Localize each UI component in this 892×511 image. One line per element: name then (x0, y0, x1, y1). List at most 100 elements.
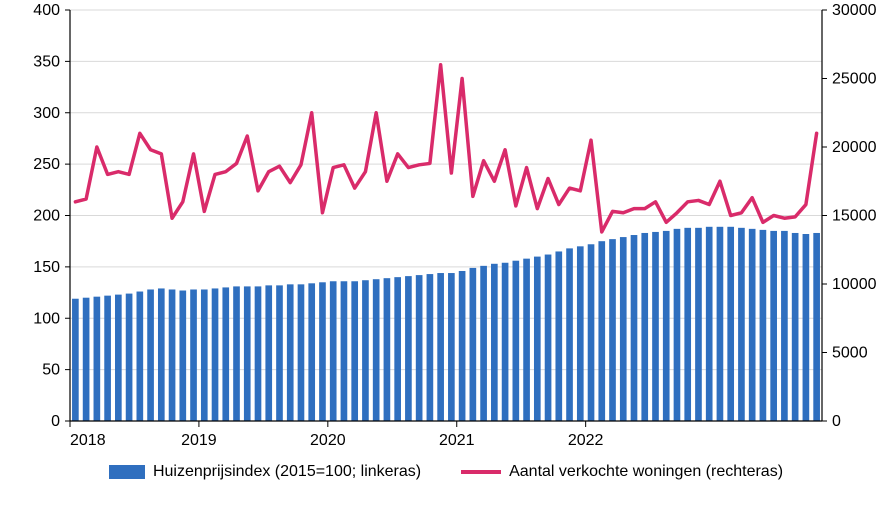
bar (244, 286, 251, 421)
left-axis-label: 100 (33, 310, 60, 327)
legend-item-bar: Huizenprijsindex (2015=100; linkeras) (109, 463, 421, 481)
bar (588, 244, 595, 421)
bar (727, 227, 734, 421)
bar (770, 231, 777, 421)
bar (717, 227, 724, 421)
bar (781, 231, 788, 421)
right-axis-label: 10000 (832, 276, 877, 293)
bar (384, 278, 391, 421)
bar (115, 295, 122, 421)
bar (534, 257, 541, 421)
bar (513, 261, 520, 421)
legend: Huizenprijsindex (2015=100; linkeras) Aa… (0, 463, 892, 481)
bar (373, 279, 380, 421)
bar (405, 276, 412, 421)
legend-line-label: Aantal verkochte woningen (rechteras) (509, 463, 783, 481)
bar (555, 251, 562, 421)
bar (749, 229, 756, 421)
bar (276, 285, 283, 421)
left-axis-label: 250 (33, 156, 60, 173)
bar (362, 280, 369, 421)
bar (255, 286, 262, 421)
bar (437, 273, 444, 421)
right-axis-label: 30000 (832, 2, 877, 19)
bar (308, 283, 315, 421)
x-axis-label: 2020 (310, 432, 346, 449)
bar (394, 277, 401, 421)
bar (695, 228, 702, 421)
left-axis-label: 300 (33, 105, 60, 122)
bar (265, 285, 272, 421)
left-axis-label: 0 (51, 413, 60, 430)
bar (287, 284, 294, 421)
right-axis-label: 5000 (832, 345, 868, 362)
bar (126, 294, 133, 421)
bar (566, 248, 573, 421)
right-axis-label: 15000 (832, 208, 877, 225)
bar (792, 233, 799, 421)
right-axis-label: 25000 (832, 71, 877, 88)
x-axis-label: 2022 (568, 432, 604, 449)
bar (416, 275, 423, 421)
bar (351, 281, 358, 421)
bar (480, 266, 487, 421)
bar (137, 292, 144, 421)
bar (158, 288, 165, 421)
bar (760, 230, 767, 421)
bar (620, 237, 627, 421)
left-axis-label: 50 (42, 362, 60, 379)
bar (190, 289, 197, 421)
bar (470, 268, 477, 421)
legend-item-line: Aantal verkochte woningen (rechteras) (461, 463, 783, 481)
bar (147, 289, 154, 421)
bar (233, 286, 240, 421)
left-axis-label: 200 (33, 208, 60, 225)
bar (83, 298, 90, 421)
bar (169, 289, 176, 421)
bar (341, 281, 348, 421)
bar (212, 288, 219, 421)
bar (652, 232, 659, 421)
bar (319, 282, 326, 421)
bar (545, 255, 552, 421)
legend-bar-label: Huizenprijsindex (2015=100; linkeras) (153, 463, 421, 481)
bar (459, 271, 466, 421)
bar (577, 246, 584, 421)
left-axis-label: 400 (33, 2, 60, 19)
x-axis-label: 2018 (70, 432, 106, 449)
legend-bar-swatch (109, 465, 145, 479)
bar (201, 289, 208, 421)
right-axis-label: 20000 (832, 139, 877, 156)
bar (330, 281, 337, 421)
left-axis-label: 350 (33, 53, 60, 70)
bar (609, 239, 616, 421)
bar (803, 234, 810, 421)
chart-container: 0 50 100 150 200 250 300 350 400 0 5000 10000 15000 2… (0, 0, 892, 511)
bar (502, 263, 509, 421)
bar (813, 233, 820, 421)
bar (706, 227, 713, 421)
bar (738, 228, 745, 421)
bar (674, 229, 681, 421)
bar (491, 264, 498, 421)
x-axis-label: 2021 (439, 432, 475, 449)
bar (663, 231, 670, 421)
bar (94, 297, 101, 421)
bar (298, 284, 305, 421)
bar (72, 299, 79, 421)
legend-line-swatch (461, 470, 501, 474)
bar (448, 273, 455, 421)
bar (631, 235, 638, 421)
bar (523, 259, 530, 421)
left-axis-label: 150 (33, 259, 60, 276)
chart-svg: 0 50 100 150 200 250 300 350 400 0 5000 10000 15000 2… (0, 0, 892, 511)
right-axis-label: 0 (832, 413, 841, 430)
bar (222, 287, 229, 421)
bar (104, 296, 111, 421)
bar (641, 233, 648, 421)
bar (179, 291, 186, 421)
bar (427, 274, 434, 421)
bar (684, 228, 691, 421)
bar (598, 241, 605, 421)
x-axis-label: 2019 (181, 432, 217, 449)
